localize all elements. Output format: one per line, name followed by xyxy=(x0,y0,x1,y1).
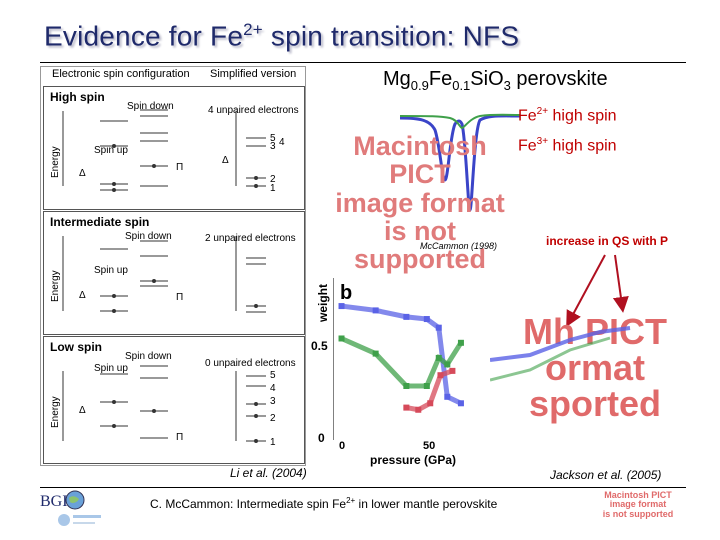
level-number: 5 xyxy=(270,370,276,381)
low-spin-unpaired: 0 unpaired electrons xyxy=(205,358,296,369)
data-point-2-0 xyxy=(403,404,410,411)
low-spin-spin-down: Spin down xyxy=(125,351,172,362)
data-point-2-2 xyxy=(427,400,434,407)
footer-text: C. McCammon: Intermediate spin Fe2+ in l… xyxy=(150,496,498,511)
high-spin-spin-up: Spin up xyxy=(94,145,128,156)
level-number: 3 xyxy=(270,141,276,152)
low-spin-box xyxy=(43,336,305,464)
high-spin-box xyxy=(43,86,305,210)
pi-symbol: Π xyxy=(176,162,184,173)
data-point-0-0 xyxy=(338,303,345,310)
pict-placeholder-3: Macintosh PICT image format is not suppo… xyxy=(590,490,686,519)
col1-header: Electronic spin configuration xyxy=(52,68,190,80)
sample-formula: Mg0.9Fe0.1SiO3 perovskite xyxy=(383,68,608,93)
data-point-0-6 xyxy=(457,400,464,407)
level-number: 3 xyxy=(270,396,276,407)
panel-letter: b xyxy=(340,282,353,304)
pict-line: image format xyxy=(335,187,505,218)
pict-line: sported xyxy=(528,383,661,424)
globe-icon xyxy=(65,490,85,510)
high-spin-spin-down: Spin down xyxy=(127,101,174,112)
footer-divider xyxy=(40,487,686,488)
level-number: 1 xyxy=(270,437,276,448)
pi-symbol-3: Π xyxy=(176,432,184,443)
xtick-50: 50 xyxy=(423,440,436,452)
intermediate-spin-title: Intermediate spin xyxy=(50,215,150,229)
fe3-label: Fe3+ high spin xyxy=(518,136,617,155)
data-point-1-2 xyxy=(403,383,410,389)
pict-line: Macintosh PICT xyxy=(353,131,487,190)
ytick-0-5: 0.5 xyxy=(311,339,328,353)
delta-symbol-2: Δ xyxy=(222,155,229,166)
plot-ylabel: weight xyxy=(316,284,330,322)
data-point-0-4 xyxy=(435,324,442,331)
level-number: 1 xyxy=(270,183,276,194)
col2-header: Simplified version xyxy=(210,68,297,80)
data-point-1-0 xyxy=(338,335,345,342)
data-point-0-3 xyxy=(423,316,430,323)
qs-arrows xyxy=(566,254,629,328)
intermediate-spin-spin-up: Spin up xyxy=(94,265,128,276)
delta-symbol-4: Δ xyxy=(79,405,86,416)
high-spin-unpaired: 4 unpaired electrons xyxy=(208,105,299,116)
pict-line: is not supported xyxy=(602,508,674,519)
ytick-0: 0 xyxy=(318,431,325,445)
title-divider xyxy=(40,62,686,63)
nfs-spectrum xyxy=(400,113,520,212)
pict-line: is not supported xyxy=(354,216,486,275)
intermediate-spin-spin-down: Spin down xyxy=(125,231,172,242)
jackson-citation: Jackson et al. (2005) xyxy=(550,468,662,482)
low-spin-title: Low spin xyxy=(50,340,102,354)
data-point-1-1 xyxy=(372,350,379,357)
level-number: 2 xyxy=(270,413,276,424)
pict-placeholder: Macintosh PICT image format is not suppo… xyxy=(330,132,510,274)
delta-symbol-3: Δ xyxy=(79,290,86,301)
pict-line: image format xyxy=(609,499,667,510)
low-spin-spin-up: Spin up xyxy=(94,363,128,374)
page-title: Evidence for Fe2+ spin transition: NFS xyxy=(44,20,520,52)
plot-xlabel: pressure (GPa) xyxy=(370,453,457,467)
intermediate-spin-box xyxy=(43,211,305,335)
data-point-1-3 xyxy=(423,383,430,389)
data-point-0-1 xyxy=(372,307,379,314)
pi-symbol-2: Π xyxy=(176,292,184,303)
level-number: 5 xyxy=(270,133,276,144)
data-point-0-5 xyxy=(444,393,451,400)
li-citation: Li et al. (2004) xyxy=(230,466,307,480)
mccammon-citation: McCammon (1998) xyxy=(420,241,498,251)
energy-level-diagrams xyxy=(62,109,266,443)
university-logo-icon xyxy=(58,514,101,526)
fe2-label: Fe2+ high spin xyxy=(518,106,617,125)
data-point-1-5 xyxy=(444,361,451,368)
data-point-2-3 xyxy=(437,372,444,379)
bgi-logo: BGI xyxy=(40,493,68,510)
data-point-2-1 xyxy=(415,406,422,413)
level-number: 4 xyxy=(270,383,276,394)
weight-plot xyxy=(333,278,464,440)
level-number: 4 xyxy=(279,137,285,148)
pict-line: Macintosh PICT xyxy=(604,490,672,500)
delta-symbol: Δ xyxy=(79,168,86,179)
qs-note: increase in QS with P xyxy=(546,234,669,248)
intermediate-spin-unpaired: 2 unpaired electrons xyxy=(205,233,296,244)
jackson-plot-lines xyxy=(490,326,631,382)
spin-configuration-figure xyxy=(40,66,306,466)
series-line-0 xyxy=(341,303,463,406)
xtick-0: 0 xyxy=(339,440,346,452)
level-number: 2 xyxy=(270,174,276,185)
data-point-1-4 xyxy=(435,354,442,361)
data-point-2-4 xyxy=(449,367,456,374)
data-point-0-2 xyxy=(403,313,410,320)
data-point-1-6 xyxy=(457,339,464,346)
high-spin-title: High spin xyxy=(50,90,105,104)
